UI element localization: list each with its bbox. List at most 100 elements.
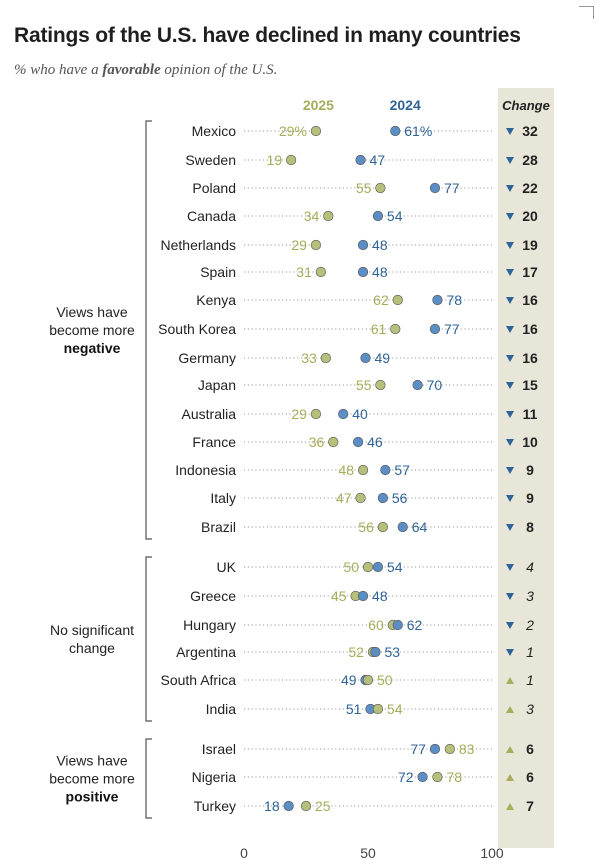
value-label-2024: 51: [346, 701, 362, 717]
dot-2024: [390, 125, 401, 137]
dot-2025: [320, 352, 331, 364]
country-label: Turkey: [194, 798, 236, 814]
change-value: 3: [526, 588, 534, 604]
change-down-triangle: [506, 355, 514, 362]
dot-2024: [417, 771, 428, 783]
group-label: become more: [49, 771, 135, 787]
value-label-2024: 53: [384, 644, 400, 660]
country-label: Israel: [202, 741, 236, 757]
value-label-2025: 54: [387, 701, 403, 717]
value-label-2024: 70: [427, 377, 443, 393]
change-header: Change: [502, 98, 550, 113]
change-down-triangle: [506, 467, 514, 474]
change-value: 9: [526, 490, 534, 506]
subtitle-emphasis: favorable: [102, 62, 161, 78]
change-down-triangle: [506, 524, 514, 531]
chart-title: Ratings of the U.S. have declined in man…: [14, 24, 521, 47]
value-label-2025: 52: [348, 644, 364, 660]
value-label-2025: 33: [301, 350, 317, 366]
change-down-triangle: [506, 297, 514, 304]
change-down-triangle: [506, 157, 514, 164]
dot-2025: [310, 125, 322, 137]
dot-2025: [300, 800, 312, 812]
change-value: 7: [526, 798, 534, 814]
country-label: South Korea: [158, 321, 236, 337]
change-up-triangle: [506, 774, 514, 781]
dot-2025: [375, 379, 386, 391]
change-down-triangle: [506, 128, 514, 135]
dot-2025: [310, 239, 322, 251]
change-value: 20: [522, 208, 538, 224]
value-label-2024: 18: [264, 798, 280, 814]
value-label-2024: 64: [412, 519, 428, 535]
change-down-triangle: [506, 382, 514, 389]
group-bracket: [145, 556, 152, 722]
change-value: 10: [522, 434, 538, 450]
value-label-2025: 34: [304, 208, 320, 224]
country-label: Netherlands: [161, 237, 237, 253]
value-label-2024: 77: [410, 741, 426, 757]
change-up-triangle: [506, 746, 514, 753]
value-label-2025: 83: [459, 741, 475, 757]
dot-2025: [310, 408, 322, 420]
dot-2025: [328, 436, 339, 448]
value-label-2025: 45: [331, 588, 347, 604]
change-down-triangle: [506, 326, 514, 333]
dot-2025: [357, 464, 369, 476]
dot-2024: [429, 743, 441, 755]
change-up-triangle: [506, 677, 514, 684]
country-label: Germany: [178, 350, 236, 366]
dot-2024: [412, 379, 423, 391]
value-label-2025: 31: [296, 264, 312, 280]
change-value: 1: [526, 672, 534, 688]
change-down-triangle: [506, 439, 514, 446]
dot-2025: [315, 266, 326, 278]
country-label: Spain: [200, 264, 236, 280]
country-label: Greece: [190, 588, 236, 604]
chart-subtitle: % who have a favorable opinion of the U.…: [14, 62, 277, 79]
change-down-triangle: [506, 185, 514, 192]
value-label-2025: 36: [309, 434, 325, 450]
group-label: Views have: [56, 753, 128, 769]
change-down-triangle: [506, 411, 514, 418]
change-down-triangle: [506, 564, 514, 571]
value-label-2025: 47: [336, 490, 352, 506]
dot-2025: [323, 210, 334, 222]
value-label-2024: 54: [387, 559, 403, 575]
dot-2024: [392, 619, 403, 631]
country-label: Argentina: [176, 644, 236, 660]
country-label: Italy: [210, 490, 236, 506]
change-up-triangle: [506, 706, 514, 713]
change-value: 6: [526, 741, 534, 757]
dot-2024: [360, 352, 371, 364]
dot-2025: [355, 492, 366, 504]
value-label-2024: 48: [372, 264, 388, 280]
change-value: 8: [526, 519, 534, 535]
change-value: 1: [526, 644, 534, 660]
dot-2024: [357, 590, 369, 602]
country-label: UK: [217, 559, 237, 575]
change-up-triangle: [506, 803, 514, 810]
change-down-triangle: [506, 213, 514, 220]
value-label-2025: 56: [358, 519, 374, 535]
group-label: Views have: [56, 304, 128, 320]
group-label-bold: negative: [64, 340, 121, 356]
x-tick-label: 0: [240, 845, 248, 861]
country-label: Australia: [182, 406, 237, 422]
value-label-2024: 62: [407, 617, 423, 633]
value-label-2024: 40: [352, 406, 368, 422]
change-value: 4: [526, 559, 534, 575]
dot-2024: [357, 266, 369, 278]
group-bracket: [145, 738, 152, 819]
change-down-triangle: [506, 593, 514, 600]
dot-2024: [372, 561, 384, 573]
dot-2025: [377, 521, 388, 533]
value-label-2024: 47: [370, 152, 386, 168]
dot-2025: [286, 154, 297, 166]
change-value: 9: [526, 462, 534, 478]
change-down-triangle: [506, 622, 514, 629]
country-label: India: [206, 701, 237, 717]
dot-2025: [432, 771, 443, 783]
dot-2024: [352, 436, 364, 448]
